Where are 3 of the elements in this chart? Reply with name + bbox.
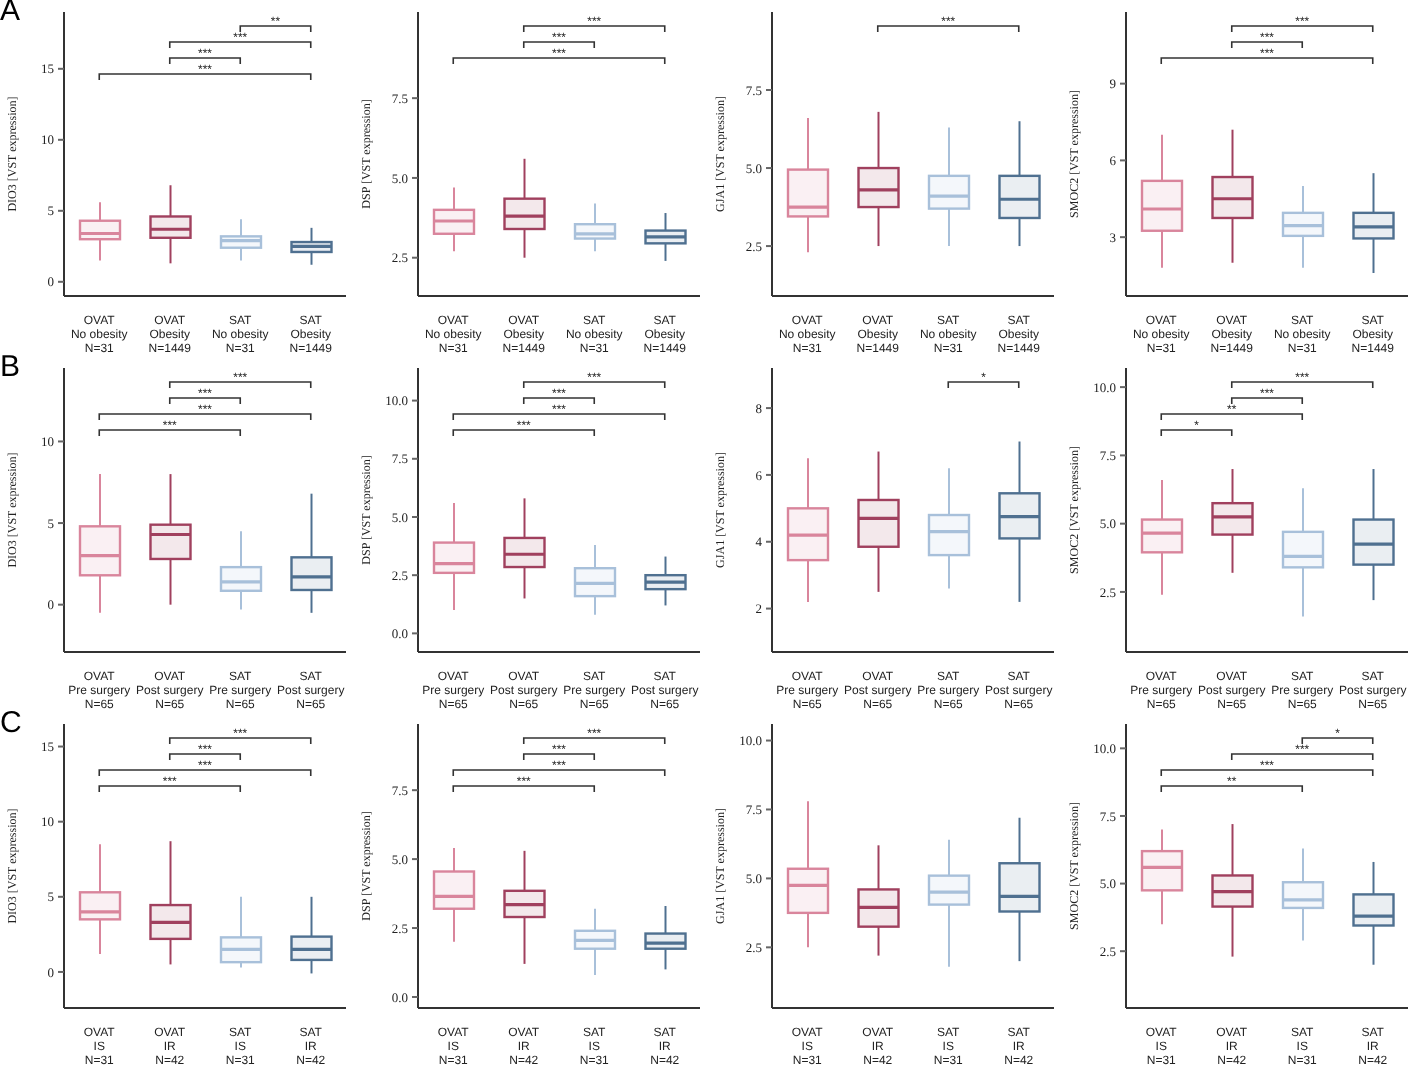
chart-title: A — [0, 0, 21, 28]
chart-title: C — [0, 706, 22, 740]
chart-title: B — [0, 350, 21, 384]
